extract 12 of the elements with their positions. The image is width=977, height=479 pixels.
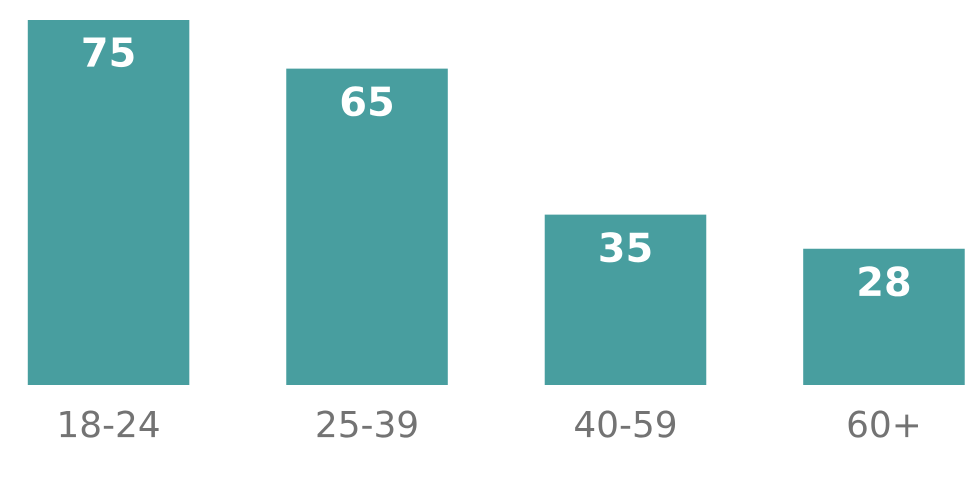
x-tick-label: 18-24 [60,410,159,438]
bar [803,248,965,385]
data-label: 35 [600,232,650,262]
data-label: 75 [84,38,134,68]
data-label: 28 [859,266,910,296]
x-tick-label: 40-59 [575,410,676,438]
data-label: 65 [342,86,392,116]
x-tick-label: 25-39 [318,410,417,438]
bar [544,214,706,385]
bar [286,68,448,385]
bar [28,20,190,385]
x-tick-label: 60+ [848,410,918,438]
